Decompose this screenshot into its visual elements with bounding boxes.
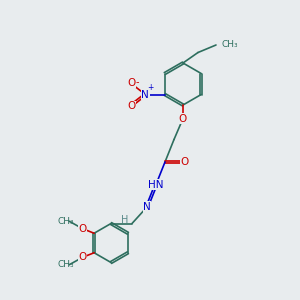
Text: O: O (128, 77, 136, 88)
Text: CH₃: CH₃ (57, 217, 74, 226)
Text: O: O (79, 224, 87, 234)
Text: -: - (136, 76, 139, 87)
Text: N: N (143, 202, 151, 212)
Text: H: H (121, 215, 128, 225)
Text: +: + (148, 83, 154, 92)
Text: N: N (141, 89, 149, 100)
Text: O: O (79, 252, 87, 262)
Text: CH₃: CH₃ (57, 260, 74, 269)
Text: HN: HN (148, 179, 164, 190)
Text: O: O (180, 157, 189, 167)
Text: O: O (128, 101, 136, 112)
Text: O: O (179, 113, 187, 124)
Text: CH₃: CH₃ (221, 40, 238, 50)
